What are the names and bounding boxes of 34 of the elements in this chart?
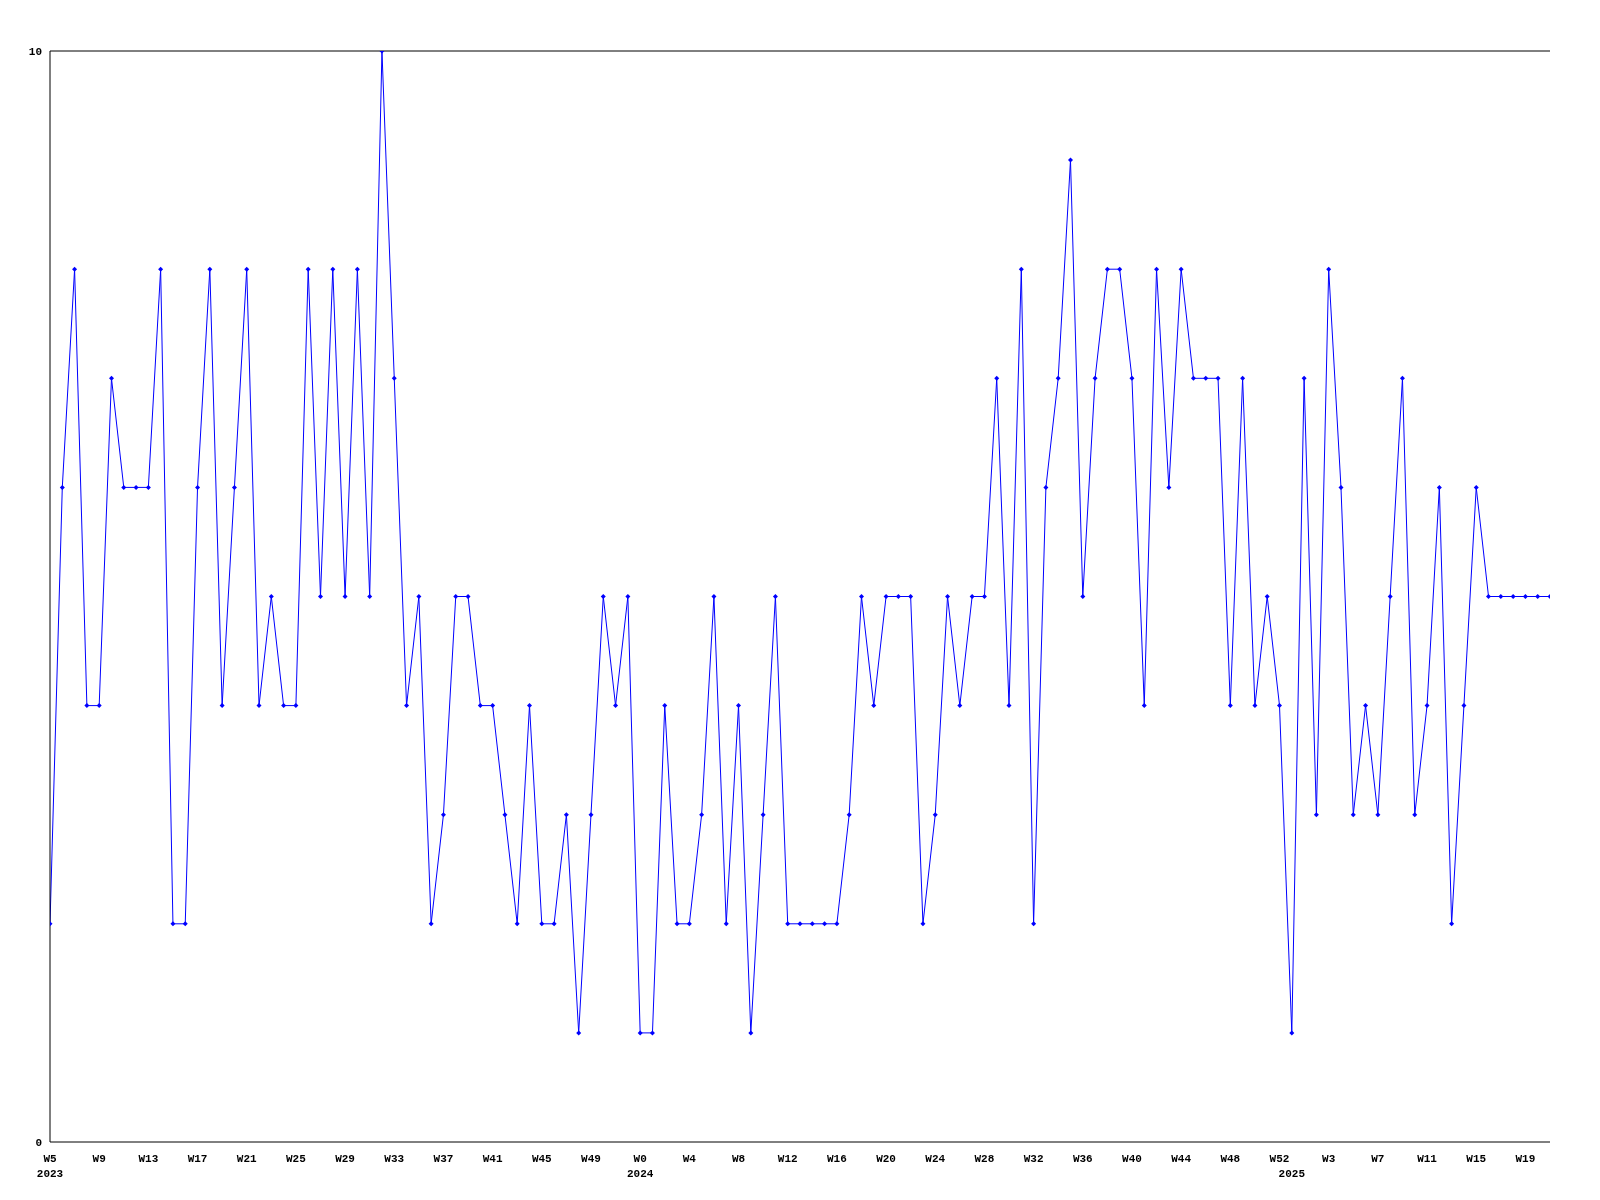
- x-tick-label: W44: [1171, 1153, 1192, 1165]
- x-tick-label: W45: [531, 1153, 553, 1165]
- x-tick-label: W21: [236, 1153, 258, 1165]
- x-tick-label: W8: [731, 1153, 746, 1165]
- x-tick-label: W29: [335, 1153, 355, 1165]
- x-tick-label: W0 2024: [626, 1153, 654, 1180]
- x-tick-label: W13: [138, 1153, 159, 1165]
- y-tick-label: 10: [28, 45, 42, 58]
- x-tick-label: W3: [1322, 1153, 1336, 1165]
- x-tick-label: 2025: [1278, 1168, 1306, 1180]
- x-tick-label: W12: [777, 1153, 798, 1165]
- x-tick-label: W40: [1122, 1153, 1142, 1165]
- x-tick-label: W17: [187, 1153, 208, 1165]
- x-tick-label: W7: [1371, 1153, 1385, 1165]
- x-tick-label: W24: [925, 1153, 946, 1165]
- x-tick-label: W25: [286, 1153, 307, 1165]
- x-tick-label: W37: [433, 1153, 454, 1165]
- x-tick-label: W19: [1515, 1153, 1536, 1165]
- x-tick-label: W9: [92, 1153, 106, 1165]
- x-tick-label: W33: [384, 1153, 405, 1165]
- x-tick-label: W5 2023: [36, 1153, 64, 1180]
- x-tick-label: W20: [876, 1153, 896, 1165]
- y-tick-label: 0: [35, 1136, 42, 1149]
- x-tick-label: W36: [1072, 1153, 1093, 1165]
- x-tick-label: W41: [482, 1153, 503, 1165]
- x-tick-label: W49: [581, 1153, 601, 1165]
- x-tick-label: W16: [826, 1153, 847, 1165]
- x-tick-label: W28: [974, 1153, 995, 1165]
- x-tick-label: W11: [1417, 1153, 1438, 1165]
- x-tick-label: W48: [1220, 1153, 1241, 1165]
- x-tick-label: W32: [1023, 1153, 1044, 1165]
- x-tick-label: W52: [1269, 1153, 1290, 1165]
- x-tick-label: W15: [1466, 1153, 1487, 1165]
- x-tick-label: W4: [682, 1153, 697, 1165]
